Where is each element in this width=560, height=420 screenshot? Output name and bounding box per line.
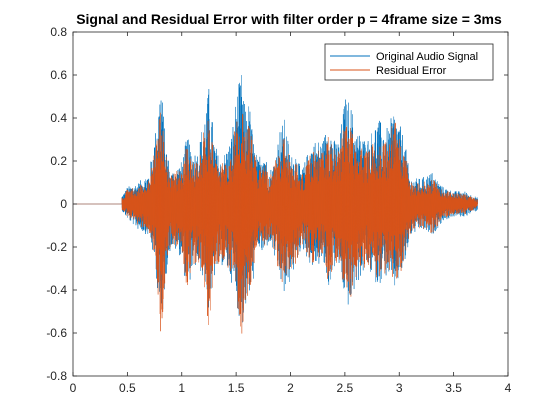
- y-tick-label: 0.8: [50, 25, 67, 39]
- x-tick-label: 0.5: [119, 381, 136, 395]
- y-tick-label: 0.6: [50, 68, 67, 82]
- chart-title: Signal and Residual Error with filter or…: [76, 11, 502, 27]
- y-tick-label: 0: [60, 197, 67, 211]
- series-residual-error-line: [73, 112, 478, 334]
- x-tick-label: 4: [505, 381, 512, 395]
- y-tick-label: -0.2: [46, 240, 67, 254]
- x-tick-label: 1: [178, 381, 185, 395]
- legend-box: [324, 43, 494, 81]
- x-tick-label: 0: [70, 381, 77, 395]
- y-tick-label: 0.2: [50, 154, 67, 168]
- y-axis-ticks: -0.8 -0.6 -0.4 -0.2 0 0.2 0.4 0.6 0.8: [46, 25, 508, 383]
- legend-label-original-audio-signal: Original Audio Signal: [376, 51, 478, 63]
- x-tick-label: 3: [396, 381, 403, 395]
- y-tick-label: 0.4: [50, 111, 67, 125]
- x-tick-label: 2: [287, 381, 294, 395]
- series-layer: [73, 75, 478, 334]
- y-tick-label: -0.4: [46, 283, 67, 297]
- x-tick-label: 2.5: [337, 381, 354, 395]
- legend: Original Audio Signal Residual Error: [324, 43, 494, 81]
- y-tick-label: -0.8: [46, 369, 67, 383]
- y-tick-label: -0.6: [46, 326, 67, 340]
- legend-label-residual-error: Residual Error: [376, 65, 447, 77]
- x-axis-ticks: 0 0.5 1 1.5 2 2.5 3 3.5 4: [70, 32, 512, 395]
- x-tick-label: 3.5: [445, 381, 462, 395]
- x-tick-label: 1.5: [228, 381, 245, 395]
